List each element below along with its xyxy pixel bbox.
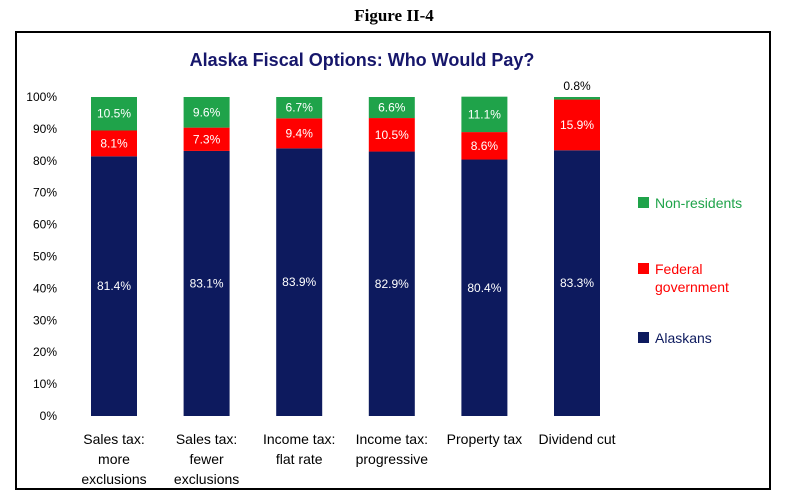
y-tick-label: 100% bbox=[26, 90, 57, 104]
data-label: 81.4% bbox=[97, 279, 131, 293]
y-tick-label: 80% bbox=[33, 154, 57, 168]
bar-segment-non-residents bbox=[183, 97, 230, 128]
category-labels: Sales tax: more exclusions Sales tax: fewer e… bbox=[81, 431, 615, 487]
data-label: 10.5% bbox=[97, 107, 131, 121]
bar-segment-alaskans bbox=[91, 156, 137, 417]
y-tick-label: 50% bbox=[33, 250, 57, 264]
y-tick-label: 0% bbox=[40, 409, 58, 423]
y-tick-label: 60% bbox=[33, 218, 57, 232]
bar-segment-alaskans bbox=[368, 151, 415, 416]
bar-segment-non-residents bbox=[276, 97, 323, 119]
legend: Non-residents Federal government Alaskans bbox=[638, 195, 742, 346]
y-axis: 0% 10% 20% 30% 40% 50% 60% 70% 80% 90% 100% bbox=[26, 90, 57, 423]
bar-segment-alaskans bbox=[183, 150, 230, 416]
data-label: 82.9% bbox=[375, 277, 409, 291]
legend-label: Alaskans bbox=[655, 330, 712, 346]
y-tick-label: 10% bbox=[33, 377, 57, 391]
data-label: 7.3% bbox=[193, 132, 221, 146]
data-label: 8.1% bbox=[100, 136, 128, 150]
legend-swatch bbox=[638, 197, 649, 208]
x-category-label: Income tax: progressive bbox=[356, 431, 429, 467]
bar-segment-alaskans bbox=[276, 148, 323, 416]
y-tick-label: 90% bbox=[33, 122, 57, 136]
data-label: 9.6% bbox=[193, 105, 221, 119]
legend-swatch bbox=[638, 263, 649, 274]
y-tick-label: 70% bbox=[33, 186, 57, 200]
x-category-label: Property tax bbox=[447, 431, 522, 447]
bars: 81.4% 8.1% 10.5% 83.1% 7.3% 9.6% 83.9% 9.4% 6.7%… bbox=[91, 79, 600, 417]
bar-segment-alaskans bbox=[461, 159, 508, 417]
y-tick-label: 20% bbox=[33, 345, 57, 359]
bar-segment-non-residents bbox=[91, 97, 137, 131]
x-category-label: Dividend cut bbox=[538, 431, 615, 447]
data-label: 80.4% bbox=[467, 281, 501, 295]
y-tick-label: 30% bbox=[33, 313, 57, 327]
chart-frame bbox=[15, 31, 771, 490]
bar-segment-federal-government bbox=[554, 99, 600, 151]
data-label: 0.8% bbox=[563, 79, 591, 93]
data-label: 6.6% bbox=[378, 101, 406, 115]
legend-label: Federal government bbox=[655, 261, 729, 295]
bar-segment-non-residents bbox=[368, 97, 415, 119]
bar-segment-federal-government bbox=[461, 132, 508, 160]
legend-label: Non-residents bbox=[655, 195, 742, 211]
data-label: 11.1% bbox=[468, 107, 501, 121]
data-label: 9.4% bbox=[286, 126, 314, 140]
data-label: 83.3% bbox=[560, 276, 594, 290]
figure-label: Figure II-4 bbox=[354, 6, 434, 25]
x-category-label: Sales tax: fewer exclusions bbox=[174, 431, 239, 487]
bar-segment-federal-government bbox=[91, 130, 137, 157]
legend-swatch bbox=[638, 332, 649, 343]
bar-segment-federal-government bbox=[368, 118, 415, 152]
data-label: 83.1% bbox=[190, 276, 224, 290]
x-category-label: Sales tax: more exclusions bbox=[81, 431, 146, 487]
x-category-label: Income tax: flat rate bbox=[263, 431, 335, 467]
data-label: 15.9% bbox=[560, 118, 594, 132]
data-label: 10.5% bbox=[375, 128, 409, 142]
chart-title: Alaska Fiscal Options: Who Would Pay? bbox=[190, 50, 535, 70]
bar-segment-federal-government bbox=[276, 118, 323, 149]
y-tick-label: 40% bbox=[33, 281, 57, 295]
data-label: 6.7% bbox=[286, 101, 314, 115]
data-label: 8.6% bbox=[471, 139, 499, 153]
bar-segment-non-residents bbox=[461, 96, 508, 133]
data-label: 83.9% bbox=[282, 275, 316, 289]
bar-segment-alaskans bbox=[554, 150, 600, 416]
bar-segment-non-residents bbox=[554, 97, 600, 100]
bar-segment-federal-government bbox=[183, 127, 230, 151]
